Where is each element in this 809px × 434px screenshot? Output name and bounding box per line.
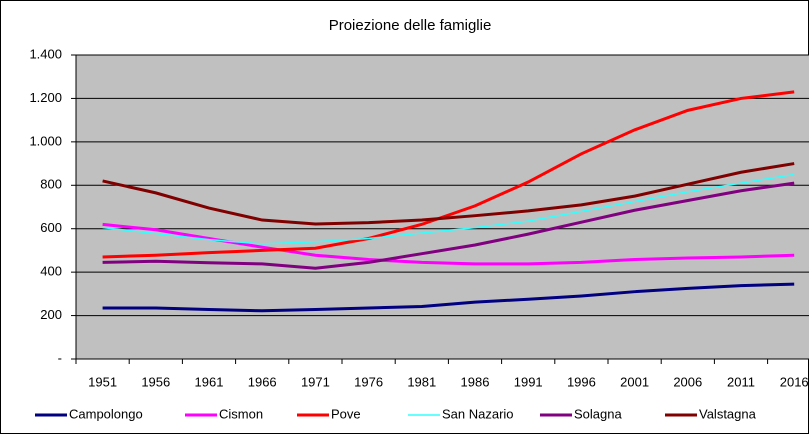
x-tick-label: 2016: [780, 374, 809, 389]
y-tick-label: 1.200: [29, 90, 62, 105]
y-tick-label: -: [58, 350, 62, 365]
plot-area: [76, 55, 809, 359]
x-tick-label: 1971: [301, 374, 330, 389]
x-tick-label: 1996: [567, 374, 596, 389]
x-tick-label: 2011: [727, 374, 755, 389]
x-tick-label: 2001: [620, 374, 649, 389]
series-line: [102, 173, 795, 245]
x-tick-label: 1986: [461, 374, 490, 389]
x-tick-label: 1961: [195, 374, 224, 389]
x-tick-label: 2006: [673, 374, 702, 389]
x-tick-label: 1956: [141, 374, 170, 389]
x-tick-label: 1991: [514, 374, 543, 389]
legend-label: Campolongo: [69, 406, 143, 421]
legend-label: Solagna: [574, 406, 622, 421]
y-tick-label: 200: [40, 307, 62, 322]
x-tick-label: 1951: [88, 374, 117, 389]
x-tick-label: 1976: [354, 374, 383, 389]
legend-label: San Nazario: [442, 406, 514, 421]
legend-label: Cismon: [219, 406, 263, 421]
series-line: [102, 90, 795, 259]
legend-label: Valstagna: [699, 406, 757, 421]
series-line: [102, 162, 795, 226]
chart-title: Proiezione delle famiglie: [329, 17, 492, 34]
y-tick-label: 600: [40, 220, 62, 235]
y-tick-label: 1.000: [29, 133, 62, 148]
y-tick-label: 800: [40, 177, 62, 192]
series-line: [102, 282, 795, 313]
y-tick-label: 1.400: [29, 46, 62, 61]
series-line: [102, 181, 795, 270]
legend-label: Pove: [331, 406, 361, 421]
x-tick-label: 1966: [248, 374, 277, 389]
y-tick-label: 400: [40, 264, 62, 279]
x-tick-label: 1981: [407, 374, 436, 389]
